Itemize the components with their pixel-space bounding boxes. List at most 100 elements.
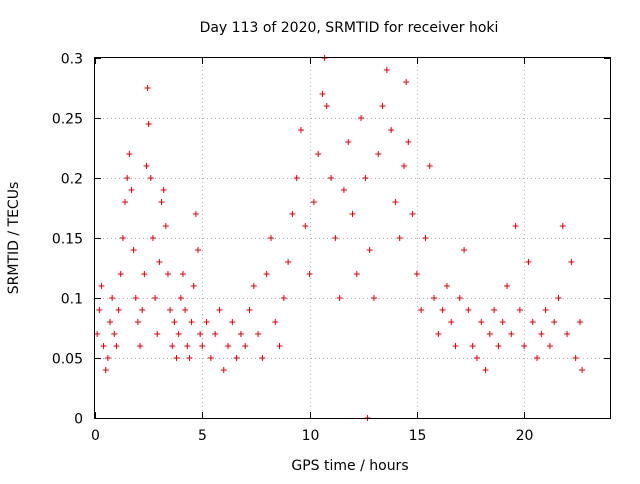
data-point bbox=[130, 247, 137, 253]
data-point bbox=[177, 295, 184, 301]
y-axis-label: SRMTID / TECUs bbox=[6, 182, 22, 295]
data-point bbox=[156, 259, 163, 265]
data-point bbox=[469, 343, 476, 349]
data-point bbox=[259, 355, 266, 361]
data-point bbox=[401, 163, 407, 169]
data-point bbox=[362, 175, 369, 181]
data-point bbox=[298, 127, 304, 133]
y-tick-label: 0 bbox=[74, 412, 83, 428]
data-point bbox=[98, 283, 105, 289]
data-point bbox=[141, 271, 148, 277]
data-point bbox=[111, 331, 118, 337]
data-point bbox=[529, 319, 536, 325]
data-point bbox=[242, 343, 249, 349]
data-point bbox=[145, 121, 152, 127]
data-point bbox=[246, 307, 253, 313]
data-point bbox=[152, 295, 159, 301]
data-point bbox=[175, 331, 182, 337]
chart-title: Day 113 of 2020, SRMTID for receiver hok… bbox=[200, 20, 499, 36]
data-point bbox=[216, 307, 223, 313]
data-point bbox=[435, 331, 442, 337]
data-point bbox=[431, 295, 438, 301]
data-point bbox=[413, 271, 420, 277]
data-point bbox=[576, 319, 583, 325]
x-axis-label: GPS time / hours bbox=[291, 458, 408, 474]
plot-frame bbox=[94, 57, 611, 419]
data-point bbox=[124, 175, 131, 181]
data-point bbox=[113, 343, 120, 349]
data-point bbox=[516, 307, 523, 313]
data-point bbox=[220, 367, 227, 373]
data-point bbox=[302, 223, 309, 229]
data-point bbox=[422, 235, 429, 241]
data-point bbox=[572, 355, 579, 361]
data-point bbox=[383, 67, 390, 73]
data-point bbox=[188, 319, 195, 325]
x-tick-label: 10 bbox=[302, 428, 320, 444]
data-point bbox=[169, 343, 176, 349]
data-point bbox=[293, 175, 300, 181]
data-point bbox=[134, 319, 141, 325]
data-point bbox=[310, 199, 317, 205]
y-tick-label: 0.1 bbox=[61, 292, 83, 308]
data-point bbox=[233, 355, 240, 361]
data-point bbox=[366, 247, 373, 253]
data-point bbox=[340, 187, 347, 193]
data-point bbox=[473, 355, 480, 361]
data-point bbox=[137, 343, 144, 349]
data-point bbox=[167, 307, 174, 313]
ticks-layer: 0 5 10 15 20 0 0.05 0.1 0.15 0.2 0.25 0.3 bbox=[52, 52, 610, 444]
data-point bbox=[379, 103, 386, 109]
data-point bbox=[94, 331, 101, 337]
y-tick-label: 0.25 bbox=[52, 112, 83, 128]
data-point bbox=[448, 319, 455, 325]
data-point bbox=[319, 91, 326, 97]
data-point bbox=[122, 199, 129, 205]
data-point bbox=[229, 319, 236, 325]
y-tick-label: 0.15 bbox=[52, 232, 83, 248]
data-point bbox=[579, 367, 586, 373]
data-point bbox=[332, 235, 339, 241]
data-point bbox=[203, 319, 210, 325]
data-point bbox=[280, 295, 287, 301]
data-point bbox=[349, 211, 356, 217]
data-point bbox=[272, 319, 279, 325]
data-point bbox=[171, 319, 178, 325]
data-points-layer bbox=[94, 55, 586, 421]
data-point bbox=[225, 343, 232, 349]
data-point bbox=[197, 331, 204, 337]
x-tick-label: 5 bbox=[198, 428, 207, 444]
data-point bbox=[443, 283, 450, 289]
data-point bbox=[525, 259, 532, 265]
data-point bbox=[392, 199, 399, 205]
data-point bbox=[375, 151, 382, 157]
data-point bbox=[426, 163, 433, 169]
grid-layer bbox=[95, 58, 610, 418]
data-point bbox=[132, 295, 139, 301]
data-point bbox=[542, 307, 549, 313]
data-point bbox=[403, 79, 410, 85]
data-point bbox=[499, 319, 506, 325]
data-point bbox=[486, 331, 493, 337]
data-point bbox=[315, 151, 322, 157]
data-point bbox=[255, 331, 262, 337]
data-point bbox=[149, 235, 156, 241]
data-point bbox=[534, 355, 541, 361]
data-point bbox=[405, 139, 412, 145]
x-tick-label: 15 bbox=[409, 428, 427, 444]
data-point bbox=[495, 343, 502, 349]
data-point bbox=[109, 295, 116, 301]
data-point bbox=[139, 307, 146, 313]
x-tick-label: 0 bbox=[91, 428, 100, 444]
data-point bbox=[328, 175, 335, 181]
data-point bbox=[207, 355, 214, 361]
data-point bbox=[115, 307, 122, 313]
data-point bbox=[512, 223, 519, 229]
data-point bbox=[250, 283, 257, 289]
data-point bbox=[336, 295, 343, 301]
data-point bbox=[182, 307, 189, 313]
data-point bbox=[263, 271, 270, 277]
data-point bbox=[154, 331, 161, 337]
data-point bbox=[173, 355, 180, 361]
data-point bbox=[164, 271, 171, 277]
